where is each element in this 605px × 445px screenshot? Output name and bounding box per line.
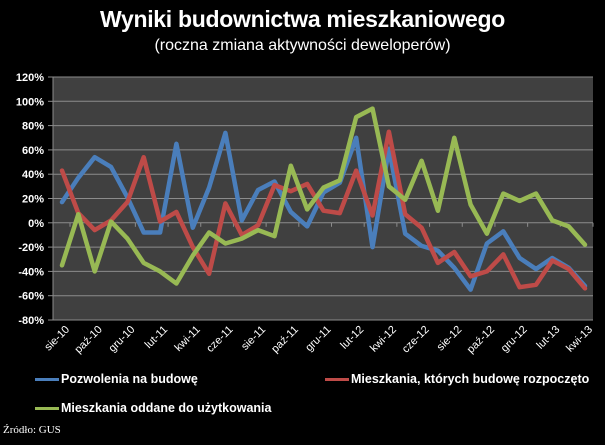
x-tick-label: paź-11 bbox=[269, 324, 301, 356]
y-tick-label: 20% bbox=[22, 194, 44, 206]
legend-item-rozpoczete: Mieszkania, których budowę rozpoczęto bbox=[325, 372, 589, 386]
y-tick-label: -20% bbox=[18, 242, 44, 254]
x-tick-label: lut-11 bbox=[143, 324, 170, 351]
x-tick-label: kwi-11 bbox=[172, 324, 202, 354]
y-tick-label: 100% bbox=[16, 96, 44, 108]
y-tick-label: -80% bbox=[18, 315, 44, 327]
x-tick-label: kwi-13 bbox=[564, 324, 595, 355]
legend-item-pozwolenia: Pozwolenia na budowę bbox=[35, 372, 198, 386]
y-tick-label: 0% bbox=[28, 218, 44, 230]
legend-swatch-red bbox=[325, 377, 349, 381]
legend-label: Pozwolenia na budowę bbox=[61, 372, 198, 386]
series-lines bbox=[59, 106, 588, 292]
y-tick-label: 60% bbox=[22, 145, 44, 157]
series-line bbox=[59, 130, 588, 292]
source-note: Źródło: GUS bbox=[3, 424, 61, 436]
legend-swatch-green bbox=[35, 406, 59, 410]
series-line bbox=[59, 129, 588, 291]
legend-label: Mieszkania oddane do użytkowania bbox=[61, 401, 272, 415]
x-tick-label: sie-10 bbox=[42, 324, 72, 354]
chart-title: Wyniki budownictwa mieszkaniowego bbox=[99, 6, 506, 32]
x-tick-label: sie-11 bbox=[239, 324, 268, 353]
x-tick-label: kwi-12 bbox=[368, 324, 399, 355]
y-tick-label: 80% bbox=[22, 121, 44, 133]
y-tick-label: 40% bbox=[22, 169, 44, 181]
x-tick-label: cze-11 bbox=[204, 324, 235, 355]
legend-item-oddane: Mieszkania oddane do użytkowania bbox=[35, 401, 271, 415]
legend-swatch-blue bbox=[35, 377, 59, 381]
chart-subtitle: (roczna zmiana aktywności deweloperów) bbox=[154, 37, 451, 54]
x-tick-label: lut-13 bbox=[534, 324, 562, 352]
y-tick-label: -60% bbox=[18, 291, 44, 303]
x-tick-label: gru-12 bbox=[499, 324, 530, 355]
y-tick-label: 120% bbox=[16, 72, 44, 84]
x-tick-label: paź-12 bbox=[465, 324, 497, 356]
series-line bbox=[59, 106, 588, 286]
x-tick-label: cze-12 bbox=[400, 324, 432, 356]
x-tick-label: gru-10 bbox=[107, 324, 138, 355]
legend-label: Mieszkania, których budowę rozpoczęto bbox=[351, 372, 590, 386]
x-tick-label: sie-12 bbox=[435, 324, 465, 354]
y-tick-label: -40% bbox=[18, 266, 44, 278]
x-tick-label: paź-10 bbox=[73, 324, 105, 356]
y-axis: 120% 100% 80% 60% 40% 20% 0% -20% -40% -60% -80% bbox=[16, 72, 54, 327]
x-tick-label: lut-12 bbox=[338, 324, 366, 352]
x-tick-label: gru-11 bbox=[303, 324, 333, 354]
